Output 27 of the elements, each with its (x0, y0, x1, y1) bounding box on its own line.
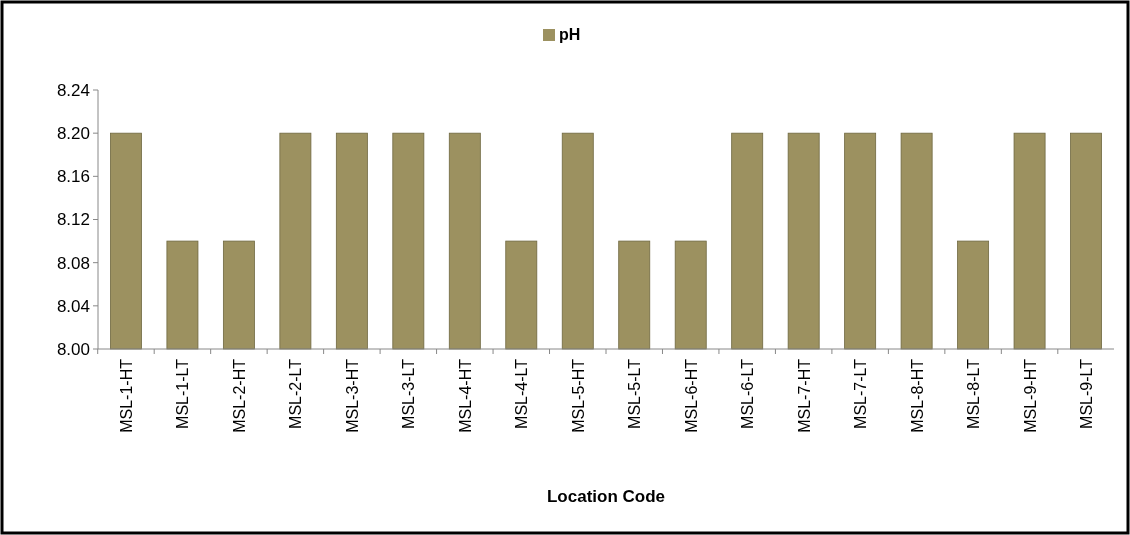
y-tick-label: 8.20 (56, 124, 90, 144)
legend-label: pH (559, 26, 581, 43)
x-tick-label: MSL-4-HT (456, 358, 474, 433)
x-tick-label: MSL-6-HT (682, 358, 700, 433)
x-tick-label: MSL-1-HT (117, 358, 135, 433)
x-tick-label: MSL-4-LT (513, 358, 531, 429)
x-tick-label: MSL-8-LT (965, 358, 983, 429)
y-tick-label: 8.08 (56, 253, 90, 273)
x-tick-label: MSL-9-HT (1021, 358, 1039, 433)
x-tick-label: MSL-3-LT (400, 358, 418, 429)
x-tick-label: MSL-8-HT (908, 358, 926, 433)
x-tick-label: MSL-5-HT (569, 358, 587, 433)
x-tick-label: MSL-7-LT (852, 358, 870, 429)
x-tick-label: MSL-7-HT (795, 358, 813, 433)
y-tick-label: 8.24 (56, 80, 90, 100)
x-tick-label: MSL-5-LT (626, 358, 644, 429)
x-tick-label: MSL-2-HT (230, 358, 248, 433)
x-tick-label: MSL-1-LT (174, 358, 192, 429)
y-tick-label: 8.04 (56, 296, 90, 316)
y-tick-label: 8.16 (56, 167, 90, 187)
x-axis-title: Location Code (546, 487, 666, 506)
y-tick-label: 8.12 (56, 210, 90, 230)
x-tick-label: MSL-9-LT (1078, 358, 1096, 429)
x-tick-label: MSL-6-LT (739, 358, 757, 429)
y-tick-label: 8.00 (56, 339, 90, 359)
x-tick-label: MSL-3-HT (343, 358, 361, 433)
x-tick-label: MSL-2-LT (287, 358, 305, 429)
